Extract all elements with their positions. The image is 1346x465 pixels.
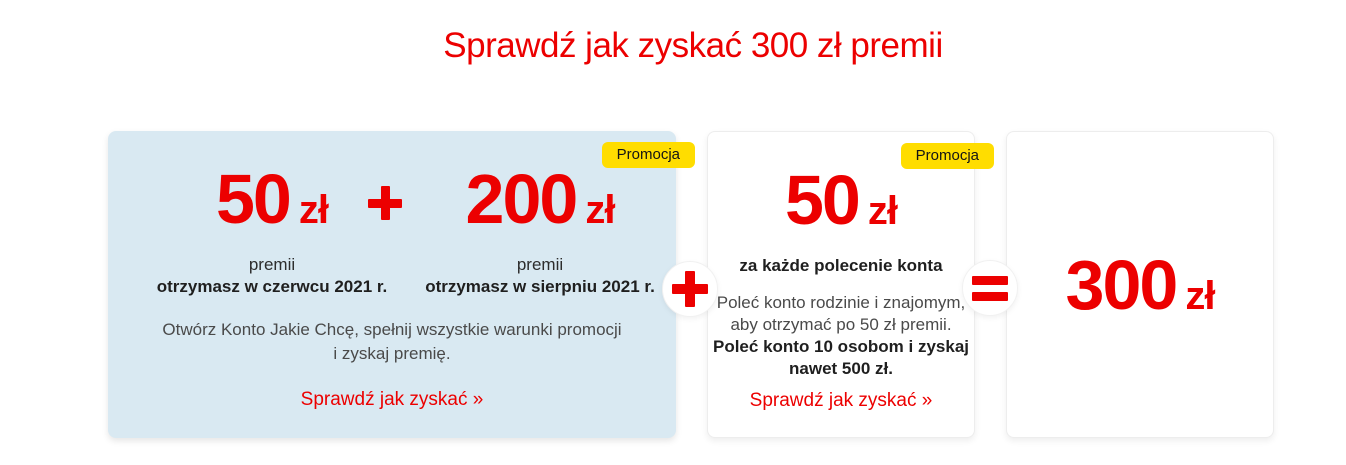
plus-bar-vertical bbox=[685, 271, 695, 307]
bonus-june-column: 50 zł premii otrzymasz w czerwcu 2021 r. bbox=[108, 164, 436, 298]
referral-description-line2: aby otrzymać po 50 zł premii. bbox=[730, 315, 952, 334]
page-title: Sprawdź jak zyskać 300 zł premii bbox=[443, 26, 943, 65]
referral-description-line1: Poleć konto rodzinie i znajomym, bbox=[716, 293, 966, 312]
caption-june: premii otrzymasz w czerwcu 2021 r. bbox=[108, 254, 436, 298]
caption-august-line2: otrzymasz w sierpniu 2021 r. bbox=[425, 277, 655, 296]
amount-referral: 50 zł bbox=[785, 165, 898, 235]
equals-icon bbox=[962, 260, 1018, 316]
equals-bar-top bbox=[972, 275, 1008, 285]
plus-bar-vertical bbox=[380, 186, 390, 220]
promo-badge: Promocja bbox=[601, 142, 695, 168]
amount-june-currency: zł bbox=[298, 188, 329, 232]
amount-referral-currency: zł bbox=[867, 189, 898, 233]
account-bonus-description-line2: i zyskaj premię. bbox=[333, 344, 451, 363]
card-account-bonus: Promocja 50 zł premii otrzymasz w czerwcu… bbox=[108, 131, 695, 438]
amount-june: 50 zł bbox=[108, 164, 436, 234]
equals-shape bbox=[972, 275, 1008, 301]
amount-total-value: 300 bbox=[1065, 245, 1179, 324]
amount-total-currency: zł bbox=[1185, 273, 1215, 318]
bonus-august-column: 200 zł premii otrzymasz w sierpniu 2021 r… bbox=[390, 164, 690, 298]
card-referral-bonus: Promocja 50 zł za każde polecenie konta P… bbox=[707, 131, 994, 438]
promo-badge: Promocja bbox=[900, 143, 994, 169]
referral-subtitle: za każde polecenie konta bbox=[739, 256, 943, 275]
plus-icon bbox=[368, 186, 402, 220]
amount-total: 300 zł bbox=[1066, 250, 1216, 320]
caption-august-line1: premii bbox=[516, 255, 564, 274]
referral-amount-block: 50 zł bbox=[708, 165, 974, 235]
referral-description: Poleć konto rodzinie i znajomym, aby otr… bbox=[708, 292, 974, 380]
amount-august-value: 200 bbox=[465, 160, 579, 238]
card-total: 300 zł bbox=[1006, 131, 1274, 438]
amount-june-value: 50 bbox=[216, 160, 292, 238]
caption-june-line2: otrzymasz w czerwcu 2021 r. bbox=[156, 277, 388, 296]
caption-august: premii otrzymasz w sierpniu 2021 r. bbox=[390, 254, 690, 298]
amount-referral-value: 50 bbox=[785, 161, 861, 239]
account-bonus-description: Otwórz Konto Jakie Chcę, spełnij wszystk… bbox=[108, 318, 676, 366]
caption-june-line1: premii bbox=[248, 255, 296, 274]
plus-icon bbox=[662, 261, 718, 317]
referral-check-link[interactable]: Sprawdź jak zyskać » bbox=[749, 390, 933, 411]
account-bonus-description-line1: Otwórz Konto Jakie Chcę, spełnij wszystk… bbox=[162, 320, 622, 339]
referral-description-bold-line2: nawet 500 zł. bbox=[789, 359, 893, 378]
referral-description-bold-line1: Poleć konto 10 osobom i zyskaj bbox=[712, 337, 970, 356]
plus-shape bbox=[672, 271, 708, 307]
account-bonus-check-link[interactable]: Sprawdź jak zyskać » bbox=[300, 389, 484, 410]
amount-august-currency: zł bbox=[585, 188, 615, 232]
equals-bar-bottom bbox=[972, 291, 1008, 301]
amount-august: 200 zł bbox=[390, 164, 690, 234]
